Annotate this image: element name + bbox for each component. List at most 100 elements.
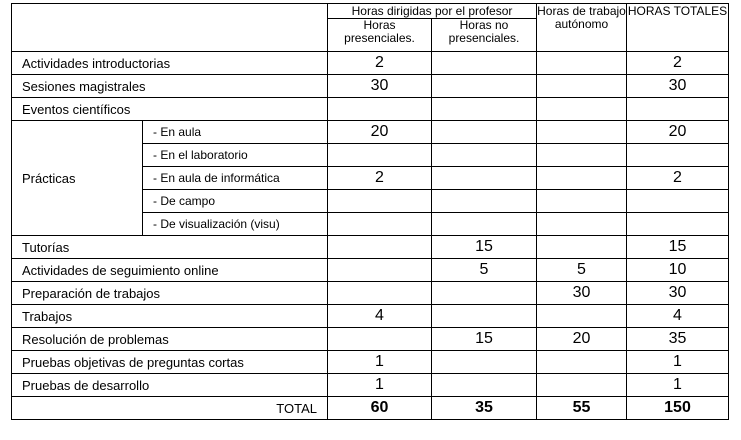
table-row: Eventos científicos (11, 97, 729, 121)
cell-autonomous: 5 (536, 258, 627, 282)
cell-non-in-person (431, 373, 537, 397)
cell-in-person: 2 (327, 51, 432, 75)
cell-non-in-person (431, 304, 537, 328)
cell-in-person (327, 97, 432, 121)
header-in-person-hours: Horas presenciales. (327, 18, 432, 52)
header-blank-cell (11, 3, 328, 52)
cell-non-in-person (431, 189, 537, 213)
cell-autonomous (536, 97, 627, 121)
cell-autonomous (536, 120, 627, 144)
cell-in-person (327, 143, 432, 167)
header-total-hours: HORAS TOTALES (626, 3, 729, 52)
table-row: Actividades de seguimiento online 5 5 10 (11, 258, 729, 282)
cell-autonomous (536, 350, 627, 374)
cell-non-in-person (431, 166, 537, 190)
cell-total: 30 (626, 74, 729, 98)
practicas-label: Prácticas (11, 120, 143, 236)
cell-non-in-person (431, 212, 537, 236)
cell-in-person: 20 (327, 120, 432, 144)
table-row: Actividades introductorias 2 2 (11, 51, 729, 75)
cell-in-person (327, 235, 432, 259)
cell-autonomous (536, 74, 627, 98)
cell-in-person: 2 (327, 166, 432, 190)
cell-total: 35 (626, 327, 729, 351)
row-label: Trabajos (11, 304, 328, 328)
subrow-label: - De campo (142, 189, 328, 213)
table-row: Preparación de trabajos 30 30 (11, 281, 729, 305)
cell-autonomous (536, 235, 627, 259)
table-row: - De campo (12, 189, 729, 213)
cell-non-in-person (431, 97, 537, 121)
cell-in-person (327, 258, 432, 282)
total-label: TOTAL (11, 396, 328, 420)
cell-autonomous: 20 (536, 327, 627, 351)
cell-non-in-person: 5 (431, 258, 537, 282)
totals-row: TOTAL 60 35 55 150 (11, 396, 729, 420)
table-row: - De visualización (visu) (12, 212, 729, 236)
cell-autonomous (536, 373, 627, 397)
cell-non-in-person (431, 51, 537, 75)
table-row: Prácticas - En aula 20 20 (11, 120, 729, 236)
cell-total: 4 (626, 304, 729, 328)
row-label: Pruebas de desarrollo (11, 373, 328, 397)
cell-in-person (327, 281, 432, 305)
cell-total: 2 (626, 51, 729, 75)
cell-in-person: 1 (327, 350, 432, 374)
cell-total: 1 (626, 350, 729, 374)
table-row: Pruebas objetivas de preguntas cortas 1 … (11, 350, 729, 374)
cell-non-in-person (431, 74, 537, 98)
table-row: Tutorías 15 15 (11, 235, 729, 259)
cell-in-person: 1 (327, 373, 432, 397)
cell-total: 20 (626, 120, 729, 144)
table-row: Pruebas de desarrollo 1 1 (11, 373, 729, 397)
row-label: Eventos científicos (11, 97, 328, 121)
cell-autonomous (536, 51, 627, 75)
row-label: Resolución de problemas (11, 327, 328, 351)
row-label: Pruebas objetivas de preguntas cortas (11, 350, 328, 374)
total-non-in-person: 35 (431, 396, 537, 420)
cell-in-person (327, 327, 432, 351)
header-autonomous-hours: Horas de trabajo autónomo (536, 3, 627, 52)
table-row: - En aula de informática 2 2 (12, 166, 729, 190)
header-non-in-person-hours: Horas no presenciales. (431, 18, 537, 52)
table-row: Sesiones magistrales 30 30 (11, 74, 729, 98)
row-label: Tutorías (11, 235, 328, 259)
row-label: Actividades de seguimiento online (11, 258, 328, 282)
row-label: Actividades introductorias (11, 51, 328, 75)
cell-in-person (327, 212, 432, 236)
subrow-label: - En aula de informática (142, 166, 328, 190)
cell-total (626, 212, 729, 236)
cell-autonomous (536, 304, 627, 328)
hours-distribution-table: Horas dirigidas por el profesor Horas de… (11, 3, 729, 420)
cell-non-in-person: 15 (431, 235, 537, 259)
cell-non-in-person (431, 281, 537, 305)
cell-non-in-person (431, 143, 537, 167)
subrow-label: - En el laboratorio (142, 143, 328, 167)
cell-total: 15 (626, 235, 729, 259)
cell-autonomous (536, 166, 627, 190)
cell-total: 30 (626, 281, 729, 305)
cell-in-person (327, 189, 432, 213)
cell-total (626, 97, 729, 121)
cell-autonomous (536, 212, 627, 236)
cell-total: 10 (626, 258, 729, 282)
total-autonomous: 55 (536, 396, 627, 420)
cell-autonomous: 30 (536, 281, 627, 305)
cell-non-in-person: 15 (431, 327, 537, 351)
cell-total: 2 (626, 166, 729, 190)
cell-autonomous (536, 189, 627, 213)
row-label: Sesiones magistrales (11, 74, 328, 98)
table-row: Resolución de problemas 15 20 35 (11, 327, 729, 351)
total-in-person: 60 (327, 396, 432, 420)
cell-in-person: 30 (327, 74, 432, 98)
row-label: Preparación de trabajos (11, 281, 328, 305)
cell-autonomous (536, 143, 627, 167)
table-row: Trabajos 4 4 (11, 304, 729, 328)
header-directed-hours: Horas dirigidas por el profesor (327, 3, 537, 19)
subrow-label: - En aula (142, 120, 328, 144)
cell-non-in-person (431, 350, 537, 374)
cell-in-person: 4 (327, 304, 432, 328)
cell-total (626, 143, 729, 167)
subrow-label: - De visualización (visu) (142, 212, 328, 236)
cell-total: 1 (626, 373, 729, 397)
